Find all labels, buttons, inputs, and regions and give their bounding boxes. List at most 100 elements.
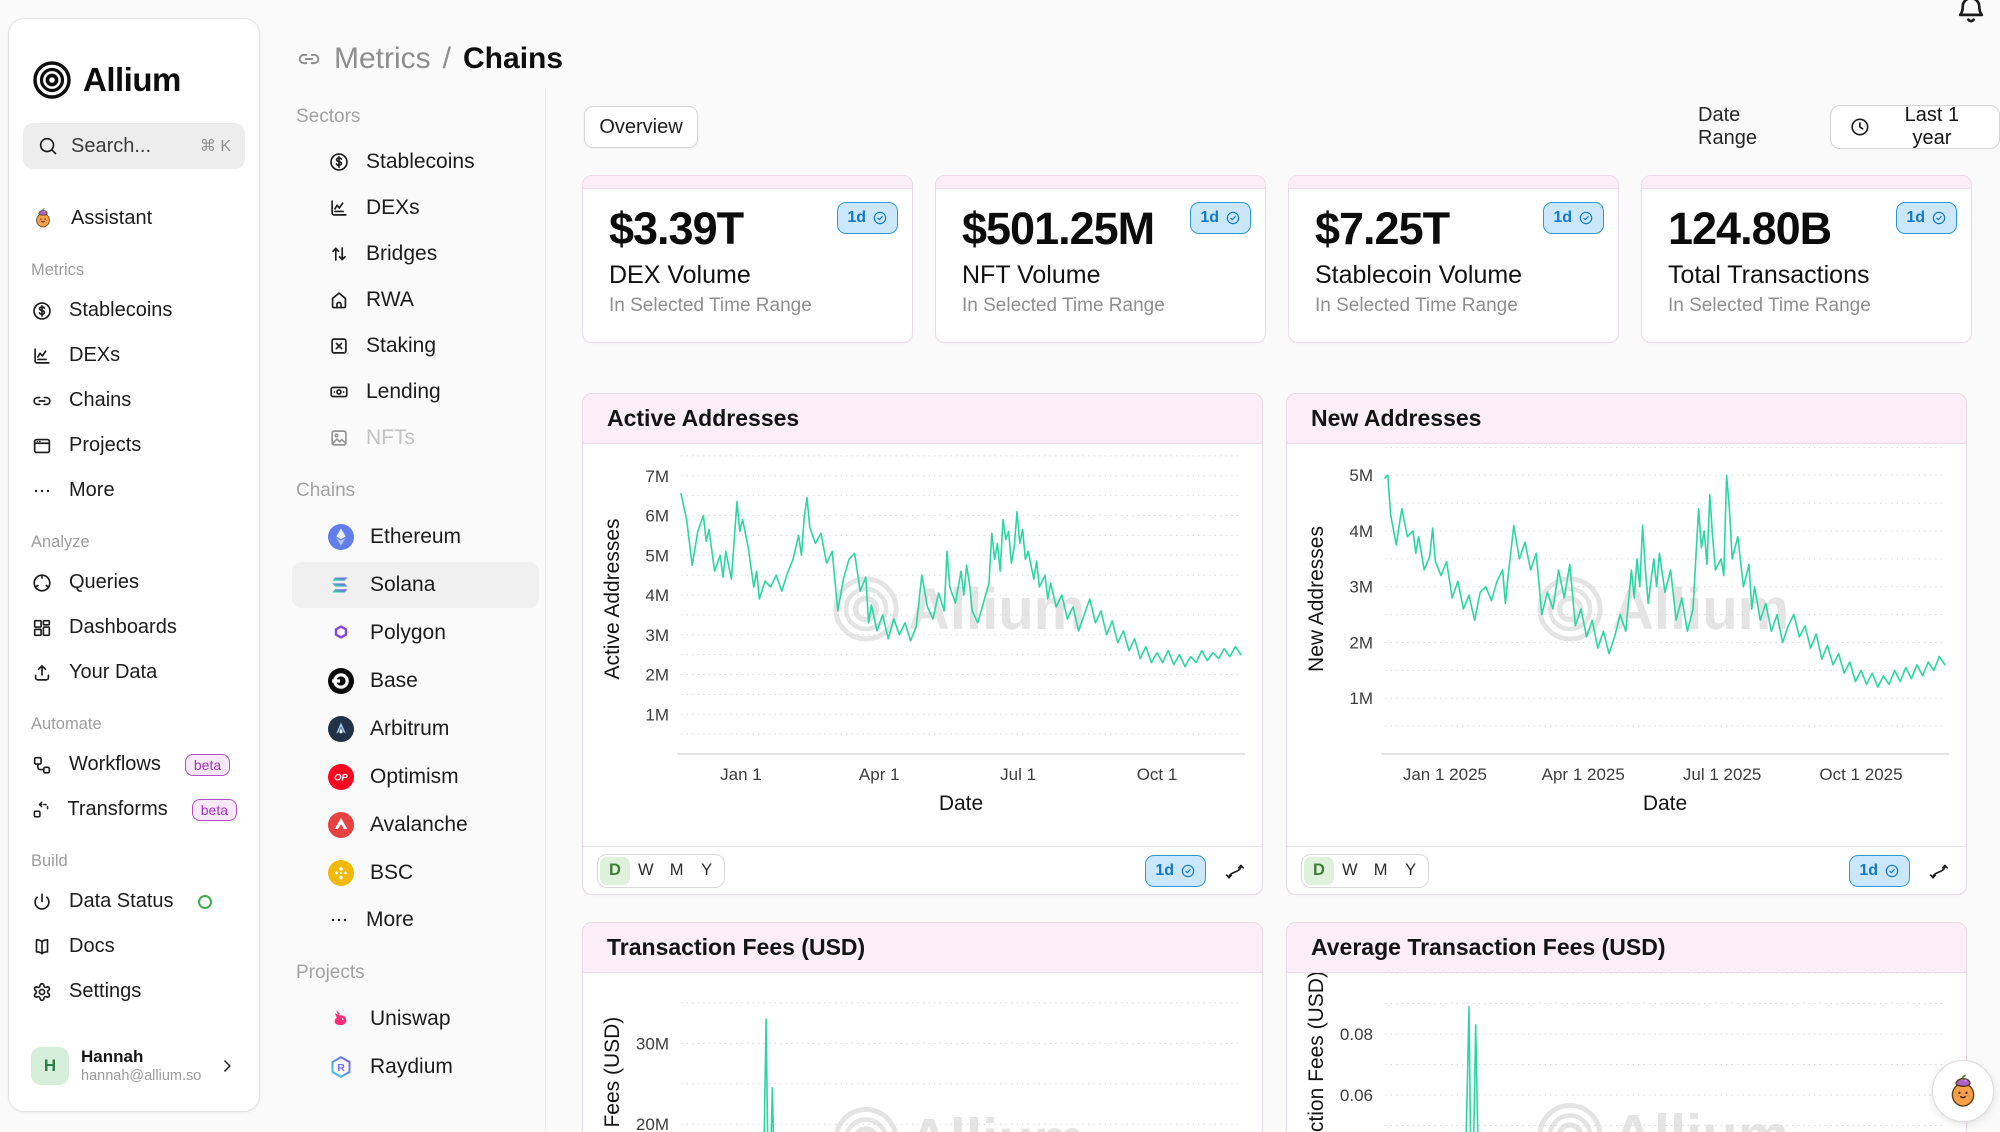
subnav-item-rwa[interactable]: RWA	[292, 278, 539, 322]
assistant-chat-button[interactable]	[1932, 1060, 1994, 1122]
sidebar-item-projects[interactable]: Projects	[9, 423, 259, 468]
subnav-item-ethereum[interactable]: Ethereum	[292, 514, 539, 560]
compare-button[interactable]	[1222, 858, 1248, 884]
subnav-item-optimism[interactable]: OP Optimism	[292, 754, 539, 800]
range-button-d[interactable]: D	[1304, 856, 1334, 885]
search-input[interactable]: Search... ⌘ K	[23, 123, 245, 169]
subnav-item-stablecoins[interactable]: Stablecoins	[292, 140, 539, 184]
sidebar-item-your-data[interactable]: Your Data	[9, 650, 259, 695]
sidebar-item-queries[interactable]: Queries	[9, 560, 259, 605]
range-button-m[interactable]: M	[1366, 857, 1396, 885]
subnav-item-arbitrum[interactable]: Arbitrum	[292, 706, 539, 752]
refresh-interval-badge[interactable]: 1d	[1190, 202, 1251, 234]
refresh-interval-badge[interactable]: 1d	[1543, 202, 1604, 234]
tab-overview[interactable]: Overview	[584, 106, 698, 148]
subnav-item-label: Avalanche	[370, 813, 468, 836]
sidebar-item-dexs[interactable]: DEXs	[9, 333, 259, 378]
subnav-item-avalanche[interactable]: Avalanche	[292, 802, 539, 848]
sidebar-item-label: Queries	[69, 571, 140, 593]
subnav-item-label: Raydium	[370, 1055, 453, 1078]
subnav-section-label-chains: Chains	[296, 480, 356, 501]
subnav-item-nfts: NFTs	[292, 416, 539, 460]
svg-text:Date: Date	[1643, 792, 1687, 815]
optimism-logo-icon: OP	[328, 764, 354, 790]
badge-check-icon	[1579, 211, 1593, 225]
sidebar-item-label: Projects	[69, 434, 142, 456]
sidebar-item-data-status[interactable]: Data Status	[9, 879, 259, 924]
svg-text:Allium: Allium	[908, 1108, 1085, 1132]
subnav-item-lending[interactable]: Lending	[292, 370, 539, 414]
sidebar-item-label: More	[69, 479, 115, 501]
subnav-item-label: Solana	[370, 573, 436, 596]
svg-text:6M: 6M	[645, 507, 669, 526]
subnav-section-label-sectors: Sectors	[296, 106, 361, 127]
subnav: Sectors Stablecoins DEXs Bridges RWA Staking L…	[282, 88, 546, 1132]
svg-text:Apr 1 2025: Apr 1 2025	[1542, 765, 1625, 784]
badge-check-icon	[873, 211, 887, 225]
stat-card-stablecoin-volume: 1d $7.25T Stablecoin Volume In Selected Tim…	[1288, 175, 1619, 343]
chart-body: Allium 7M 6M 5M 4M 3M 2M 1M Jan 1 Apr 1 Jul 1 Oct 1…	[583, 444, 1262, 846]
subnav-item-staking[interactable]: Staking	[292, 324, 539, 368]
stat-subtext: In Selected Time Range	[1315, 295, 1518, 316]
refresh-interval-badge[interactable]: 1d	[1896, 202, 1957, 234]
subnav-item-label: More	[366, 908, 414, 931]
subnav-item-label: Base	[370, 669, 418, 692]
subnav-item-raydium[interactable]: R Raydium	[292, 1044, 539, 1090]
sidebar-item-settings[interactable]: Settings	[9, 969, 259, 1014]
subnav-item-solana[interactable]: Solana	[292, 562, 539, 608]
sidebar-item-dashboards[interactable]: Dashboards	[9, 605, 259, 650]
badge-check-icon	[1226, 211, 1240, 225]
new-addresses-chart: Allium 5M 4M 3M 2M 1M Jan 1 2025 Apr 1 2025 Jul …	[1305, 446, 1949, 815]
chart-panel-transaction-fees-usd-: Transaction Fees (USD)Allium30M20M10MTra…	[582, 922, 1263, 1132]
subnav-item-uniswap[interactable]: Uniswap	[292, 996, 539, 1042]
date-range-value: Last 1 year	[1904, 104, 1960, 149]
refresh-interval-badge[interactable]: 1d	[1145, 854, 1206, 887]
user-email: hannah@allium.so	[81, 1067, 202, 1084]
range-button-y[interactable]: Y	[692, 857, 722, 885]
date-range-button[interactable]: Last 1 year	[1829, 104, 2000, 149]
svg-text:20M: 20M	[636, 1115, 669, 1132]
subnav-item-polygon[interactable]: Polygon	[292, 610, 539, 656]
stat-card-accent-strip	[1642, 176, 1971, 189]
range-button-m[interactable]: M	[662, 857, 692, 885]
sidebar-item-label: Assistant	[71, 206, 153, 229]
workflow-icon	[33, 756, 51, 774]
compare-button[interactable]	[1926, 858, 1952, 884]
sidebar-item-chains[interactable]: Chains	[9, 378, 259, 423]
arbitrum-logo-icon	[328, 716, 354, 742]
sidebar-item-docs[interactable]: Docs	[9, 924, 259, 969]
sidebar-item-assistant[interactable]: Assistant	[9, 195, 259, 241]
badge-check-icon	[1932, 211, 1946, 225]
refresh-interval-badge[interactable]: 1d	[1849, 854, 1910, 887]
sidebar-item-workflows[interactable]: Workflows beta	[9, 742, 259, 787]
subnav-item-label: Lending	[366, 380, 441, 403]
range-button-w[interactable]: W	[1334, 857, 1366, 885]
subnav-item-label: Polygon	[370, 621, 446, 644]
sidebar-item-stablecoins[interactable]: Stablecoins	[9, 288, 259, 333]
chart-title: New Addresses	[1311, 405, 1482, 431]
sidebar-item-more[interactable]: More	[9, 468, 259, 513]
subnav-item-base[interactable]: Base	[292, 658, 539, 704]
subnav-item-more[interactable]: More	[292, 898, 539, 942]
notifications-bell-button[interactable]	[1953, 0, 1989, 29]
breadcrumb-parent[interactable]: Metrics	[334, 42, 431, 75]
date-range: Date Range Last 1 year	[1698, 104, 2000, 150]
svg-text:OP: OP	[334, 773, 348, 784]
range-button-d[interactable]: D	[600, 856, 630, 885]
sidebar-item-transforms[interactable]: Transforms beta	[9, 787, 259, 832]
subnav-item-bridges[interactable]: Bridges	[292, 232, 539, 276]
svg-text:Date: Date	[939, 792, 983, 815]
range-button-y[interactable]: Y	[1396, 857, 1426, 885]
stat-card-dex-volume: 1d $3.39T DEX Volume In Selected Time Range	[582, 175, 913, 343]
clock-icon	[1851, 118, 1869, 136]
refresh-interval-badge[interactable]: 1d	[837, 202, 898, 234]
user-menu[interactable]: H Hannah hannah@allium.so	[23, 1039, 245, 1093]
svg-text:Allium: Allium	[1612, 1104, 1789, 1132]
subnav-item-bsc[interactable]: BSC	[292, 850, 539, 896]
status-dot	[197, 894, 212, 909]
subnav-item-dexs[interactable]: DEXs	[292, 186, 539, 230]
svg-text:7M: 7M	[645, 467, 669, 486]
sidebar-item-label: Data Status	[69, 890, 174, 912]
range-button-w[interactable]: W	[630, 857, 662, 885]
